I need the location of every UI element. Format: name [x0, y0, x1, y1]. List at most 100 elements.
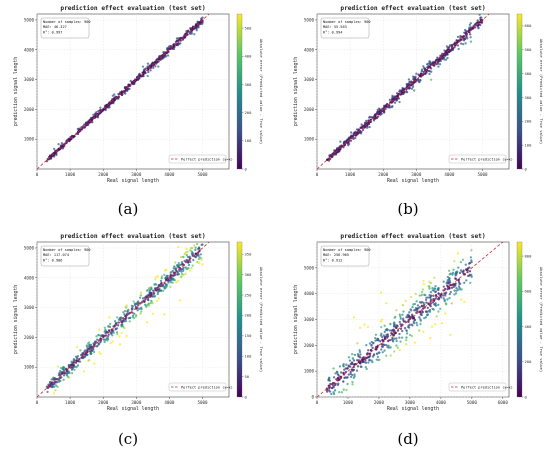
data-point	[116, 316, 119, 319]
colorbar-tick-label: 200	[525, 359, 533, 364]
data-point	[454, 284, 457, 287]
data-point	[124, 320, 128, 323]
data-point	[435, 58, 438, 62]
data-point	[115, 327, 119, 330]
data-point	[189, 249, 192, 252]
data-point	[113, 320, 117, 323]
panel-caption-d: (d)	[397, 430, 419, 448]
data-point	[84, 349, 87, 352]
data-point	[58, 369, 62, 373]
data-point	[463, 300, 466, 303]
data-point	[74, 355, 78, 358]
data-point	[49, 157, 53, 160]
data-point	[139, 291, 143, 294]
data-point	[446, 275, 450, 279]
colorbar-label: Absolute error (Predicted value - True v…	[539, 267, 544, 372]
data-point	[147, 298, 150, 302]
data-point	[135, 76, 139, 79]
data-point	[383, 330, 386, 334]
data-point	[155, 276, 158, 279]
data-point	[91, 121, 94, 124]
stats-text: R²: 0.997	[43, 30, 62, 34]
data-point	[395, 309, 398, 312]
data-point	[147, 287, 151, 290]
data-point	[141, 65, 145, 68]
data-point	[363, 323, 366, 326]
data-point	[464, 42, 467, 45]
data-point	[67, 363, 70, 367]
data-point	[410, 334, 414, 338]
data-point	[459, 261, 462, 264]
data-point	[177, 245, 180, 249]
data-point	[190, 32, 193, 35]
data-point	[437, 310, 440, 313]
data-point	[434, 302, 437, 305]
data-point	[166, 46, 169, 50]
data-point	[167, 45, 171, 48]
data-point	[162, 289, 165, 293]
x-axis-label: Real signal length	[107, 406, 159, 412]
chart-panel: prediction effect evaluation (test set) 0…	[293, 4, 544, 184]
colorbar-tick-label: 600	[525, 23, 533, 28]
data-point	[402, 310, 405, 313]
data-point	[111, 334, 114, 337]
data-point	[336, 376, 339, 380]
data-point	[75, 365, 78, 369]
data-point	[99, 334, 102, 337]
data-point	[326, 158, 329, 161]
data-point	[412, 321, 416, 325]
data-point	[470, 275, 473, 278]
data-point	[93, 362, 96, 365]
data-point	[362, 124, 365, 127]
data-point	[99, 341, 102, 344]
stats-text: MAE: 117.074	[43, 253, 69, 257]
data-point	[361, 360, 364, 364]
data-point	[366, 124, 369, 127]
data-point	[113, 99, 117, 102]
colorbar-label: Absolute error (Predicted value - True v…	[259, 39, 264, 144]
stats-box-frame	[320, 245, 370, 267]
data-point	[87, 123, 90, 126]
y-tick-label: 4000	[304, 47, 315, 52]
data-point	[169, 273, 172, 276]
data-point	[463, 31, 466, 34]
data-point	[192, 244, 196, 247]
y-tick-label: 3000	[24, 305, 35, 310]
data-point	[475, 21, 478, 25]
data-point	[442, 297, 445, 300]
colorbar-tick-label: 400	[245, 54, 253, 59]
data-point	[133, 302, 136, 305]
x-tick-label: 6000	[498, 400, 509, 405]
data-point	[347, 356, 351, 359]
data-point	[132, 300, 135, 303]
data-point	[163, 287, 166, 290]
data-point	[190, 266, 193, 270]
x-tick-label: 5000	[197, 400, 208, 405]
data-point	[414, 307, 418, 310]
data-point	[160, 277, 163, 280]
stats-text: MAE: 256.965	[323, 253, 349, 257]
data-point	[476, 19, 479, 22]
data-point	[462, 39, 466, 42]
data-point	[376, 355, 380, 358]
data-point	[200, 243, 203, 247]
colorbar-tick-label: 100	[525, 142, 533, 147]
data-point	[374, 113, 377, 116]
data-point	[200, 258, 203, 261]
data-point	[201, 263, 204, 266]
data-point	[125, 304, 128, 307]
data-point	[437, 298, 441, 301]
data-point	[458, 271, 462, 275]
data-point	[389, 354, 392, 357]
data-point	[329, 382, 332, 386]
data-point	[70, 368, 74, 371]
data-point	[410, 295, 413, 299]
data-point	[183, 259, 186, 263]
data-point	[159, 279, 163, 283]
data-point	[158, 55, 161, 58]
data-point	[182, 273, 185, 277]
data-point	[181, 38, 184, 41]
data-point	[122, 311, 125, 314]
stats-text: Number of samples: 900	[323, 248, 371, 252]
data-point	[126, 89, 129, 92]
